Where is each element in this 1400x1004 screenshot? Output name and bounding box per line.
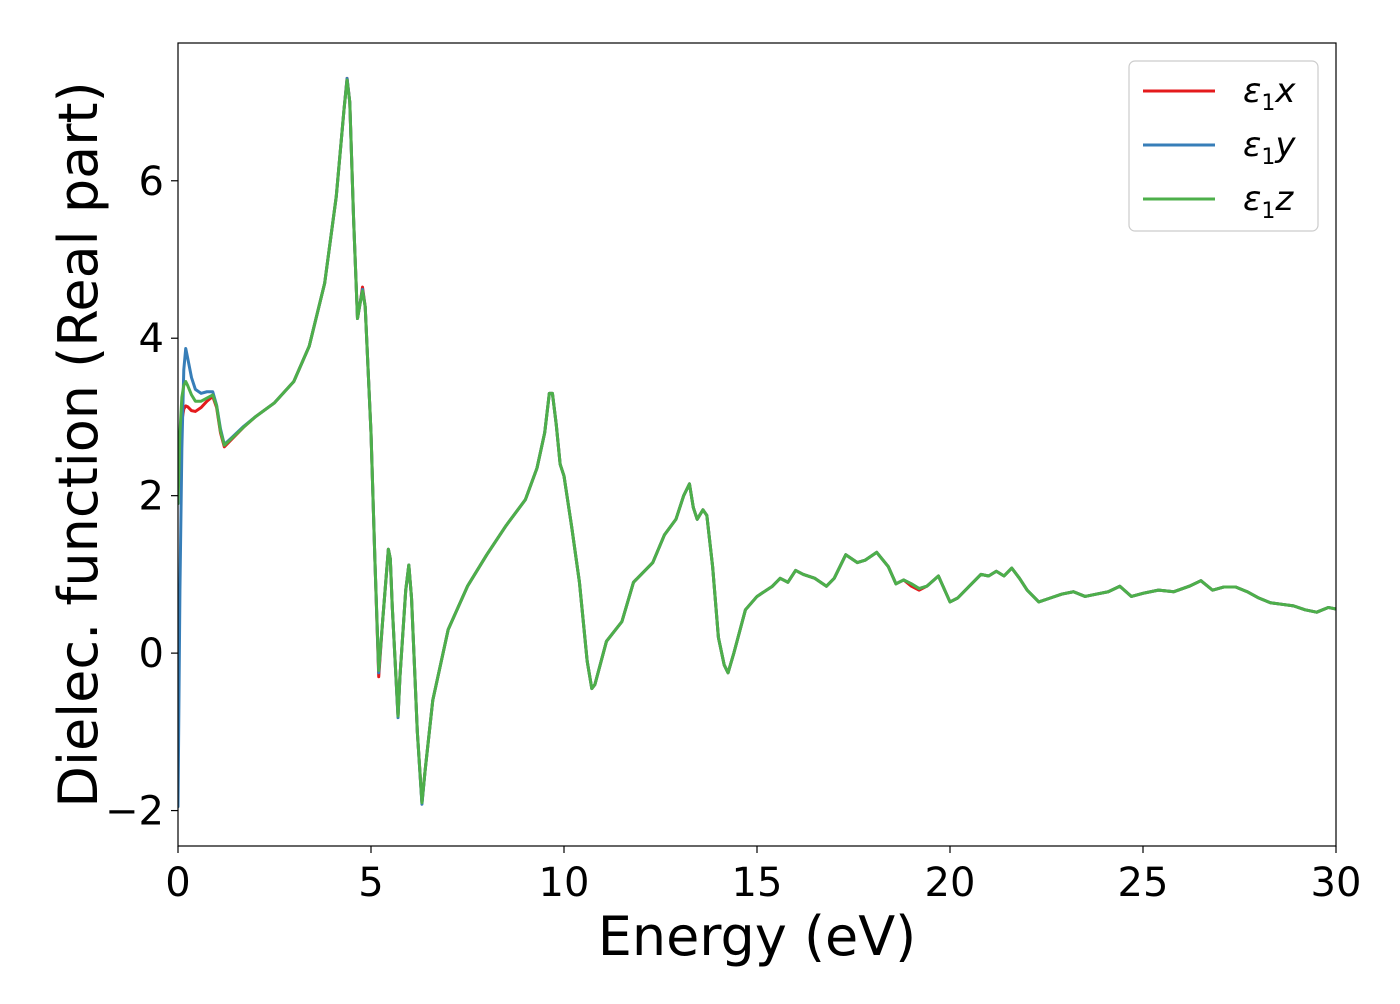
x-axis-ticks: 0 5 10 15 20 25 30: [165, 846, 1361, 906]
x-tick-label: 25: [1118, 860, 1169, 906]
x-tick-label: 0: [165, 860, 190, 906]
x-tick-label: 15: [732, 860, 783, 906]
legend-label: ε1y: [1243, 125, 1296, 170]
x-axis-label: Energy (eV): [598, 905, 917, 968]
y-tick-label: 0: [139, 631, 164, 677]
series-line-z: [178, 78, 1336, 805]
y-tick-label: 6: [139, 159, 164, 205]
legend: ε1x ε1y ε1z: [1128, 60, 1319, 232]
legend-item-x: ε1x: [1143, 71, 1296, 116]
x-tick-label: 20: [925, 860, 976, 906]
y-tick-label: 4: [139, 316, 164, 362]
y-axis-ticks: −2 0 2 4 6: [105, 159, 178, 835]
y-tick-label: 2: [139, 474, 164, 520]
y-tick-label: −2: [105, 789, 164, 835]
legend-box: [1128, 60, 1319, 232]
x-tick-label: 10: [539, 860, 590, 906]
legend-label: ε1x: [1243, 71, 1296, 116]
x-tick-label: 5: [358, 860, 383, 906]
plot-series-group: [178, 76, 1336, 809]
legend-item-z: ε1z: [1143, 179, 1294, 224]
legend-item-y: ε1y: [1143, 125, 1296, 170]
x-tick-label: 30: [1311, 860, 1362, 906]
y-axis-label: Dielec. function (Real part): [47, 81, 110, 807]
legend-label: ε1z: [1243, 179, 1294, 224]
